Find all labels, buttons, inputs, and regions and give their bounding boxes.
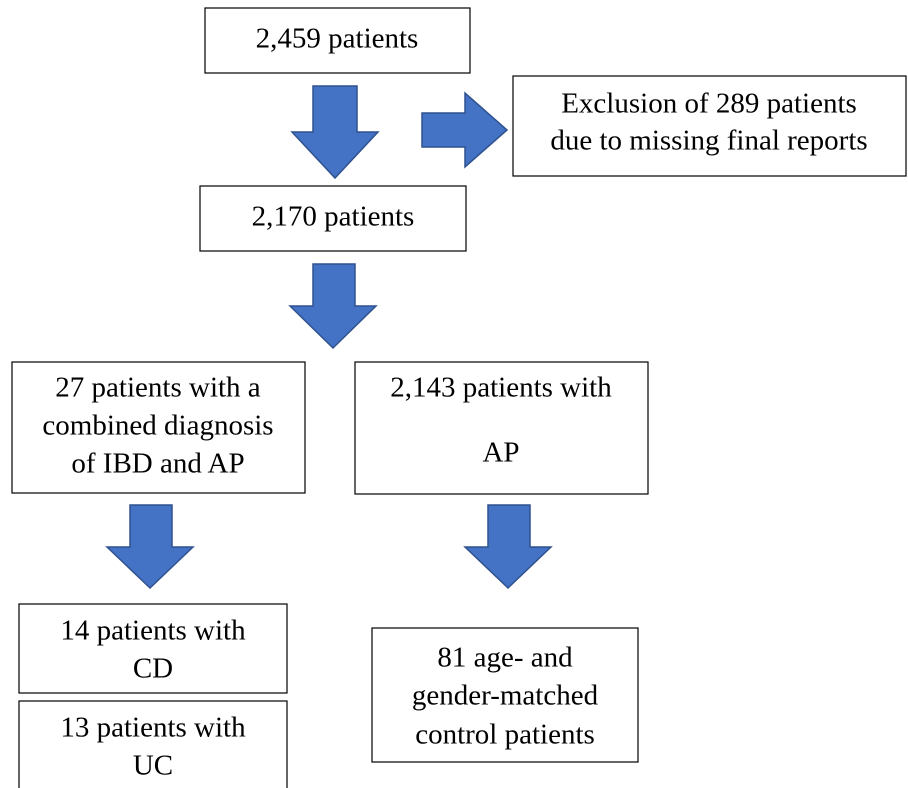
arrow-down [290,85,380,180]
box-text: control patients [415,719,595,751]
box-text: 81 age- and [437,642,573,674]
box [512,75,907,177]
box-text: AP [482,437,519,469]
box-text: 13 patients with [60,712,246,744]
arrow-down [463,504,553,590]
box [354,361,649,495]
box-text: of IBD and AP [71,448,244,480]
box-text: CD [133,653,173,685]
box [204,7,471,74]
box-text: 2,143 patients with [390,372,612,404]
box [199,185,467,252]
box-text: gender-matched [412,680,599,712]
box [11,361,306,494]
box-text: 27 patients with a [55,372,261,404]
box-text: 2,459 patients [256,23,419,55]
box [18,603,288,694]
box [371,627,639,763]
arrow-down [105,504,195,590]
box-text: UC [133,750,173,782]
box-text: combined diagnosis [42,410,273,442]
box-text: 2,170 patients [252,201,415,233]
box [18,700,288,788]
arrow-right [421,91,509,169]
arrow-down [288,263,378,350]
box-text: due to missing final reports [550,125,867,157]
box-text: 14 patients with [60,615,246,647]
box-text: Exclusion of 289 patients [561,88,857,120]
